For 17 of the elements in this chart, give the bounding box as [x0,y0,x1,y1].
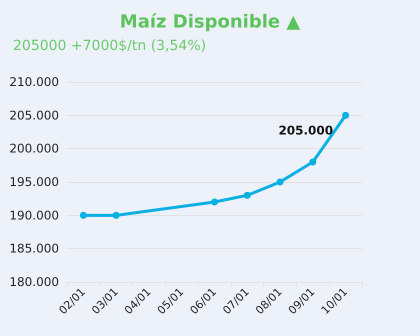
point [276,178,284,186]
point [211,198,218,206]
y-tick-label: 200.000 [9,142,59,156]
chart-title: Maíz Disponible ▲ [120,12,300,32]
y-tick-label: 205.000 [9,108,59,122]
y-tick-label: 190.000 [9,208,59,222]
chart-subtitle: 205000 +7000$/tn (3,54%) [13,38,206,54]
point [80,212,87,219]
point [309,158,316,166]
y-tick-label: 185.000 [9,242,59,256]
y-tick-label: 210.000 [9,75,59,89]
point [342,112,350,119]
y-tick-label: 195.000 [9,175,59,189]
point [112,212,120,219]
data-label: 205.000 [278,123,334,138]
y-tick-label: 180.000 [9,275,59,289]
point [244,192,251,199]
